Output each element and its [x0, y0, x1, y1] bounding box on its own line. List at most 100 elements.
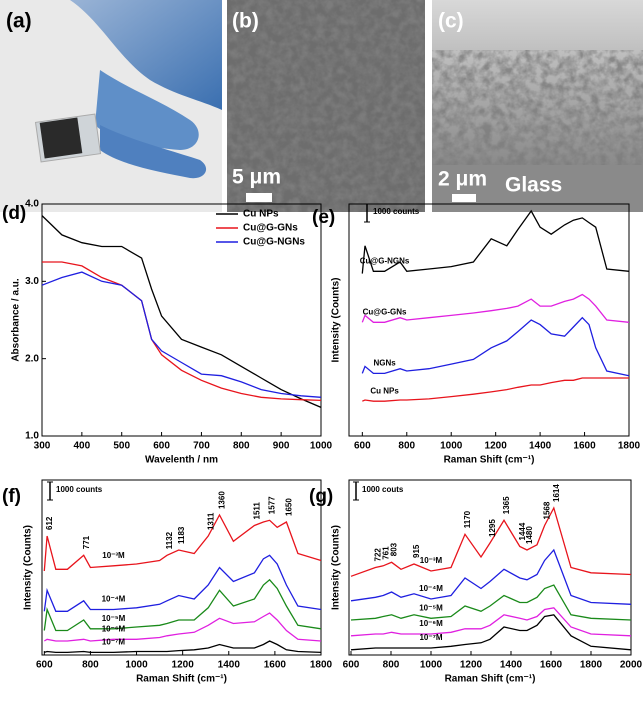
- series-line: [351, 508, 631, 576]
- panel-label: (d): [2, 203, 26, 224]
- x-tick-label: 1800: [580, 660, 603, 671]
- peak-label: 612: [45, 516, 54, 530]
- legend-label: Cu NPs: [243, 209, 279, 220]
- peak-label: 771: [82, 535, 91, 549]
- scale-bar-label: 2 μm: [438, 168, 487, 191]
- x-tick-label: 300: [34, 441, 51, 452]
- series-line: [42, 272, 321, 397]
- x-tick-label: 800: [82, 660, 99, 671]
- image-label: (a): [6, 10, 32, 33]
- x-tick-label: 900: [273, 441, 290, 452]
- series-line: [351, 608, 631, 636]
- x-tick-label: 1200: [172, 660, 195, 671]
- peak-label: 1183: [177, 526, 186, 544]
- peak-label: 1132: [165, 531, 174, 549]
- series-label: 10⁻³M: [102, 551, 125, 560]
- image-label: (c): [438, 10, 464, 33]
- x-tick-label: 700: [193, 441, 210, 452]
- x-tick-label: 1800: [618, 441, 641, 452]
- series-line: [362, 378, 629, 401]
- peak-label: 1170: [463, 510, 472, 528]
- x-tick-label: 2000: [620, 660, 643, 671]
- x-axis-label: Wavelenth / nm: [145, 455, 218, 466]
- x-tick-label: 1600: [264, 660, 287, 671]
- series-line: [44, 613, 321, 641]
- photo-a: (a): [0, 0, 222, 212]
- x-tick-label: 1200: [485, 441, 508, 452]
- series-label: 10⁻⁷M: [102, 637, 125, 646]
- panel-label: (f): [2, 486, 21, 507]
- series-label: 10⁻⁶M: [102, 624, 126, 633]
- x-tick-label: 1600: [573, 441, 596, 452]
- series-label: Cu NPs: [370, 386, 399, 395]
- x-tick-label: 1800: [310, 660, 333, 671]
- y-tick-label: 3.0: [25, 276, 39, 287]
- x-tick-label: 800: [383, 660, 400, 671]
- scale-label: 1000 counts: [56, 485, 103, 494]
- peak-label: 1511: [252, 502, 261, 520]
- x-tick-label: 1400: [529, 441, 552, 452]
- y-axis-label: Intensity (Counts): [23, 525, 34, 610]
- sem-c: (c) 2 μm Glass: [432, 0, 643, 212]
- series-label: 10⁻⁵M: [102, 614, 126, 623]
- peak-label: 1568: [543, 501, 552, 519]
- legend-label: Cu@G-NGNs: [243, 237, 305, 248]
- peak-label: 1295: [488, 519, 497, 537]
- x-axis-label: Raman Shift (cm⁻¹): [444, 455, 535, 466]
- x-tick-label: 800: [233, 441, 250, 452]
- series-label: 10⁻⁴M: [419, 584, 443, 593]
- scale-label: 1000 couts: [362, 485, 404, 494]
- series-label: Cu@G-NGNs: [360, 256, 410, 265]
- x-tick-label: 500: [113, 441, 130, 452]
- series-label: 10⁻³M: [420, 556, 443, 565]
- y-axis-label: Intensity (Counts): [331, 278, 342, 363]
- peak-label: 1365: [502, 496, 511, 514]
- peak-label: 1650: [285, 498, 294, 516]
- x-tick-label: 600: [343, 660, 360, 671]
- x-tick-label: 600: [354, 441, 371, 452]
- series-line: [351, 585, 631, 620]
- peak-label: 1360: [218, 491, 227, 509]
- caption: Glass: [505, 174, 562, 197]
- series-line: [351, 550, 631, 604]
- figure: (a) (b) 5 μm (c) 2 μm Glass (d) 300 400 500…: [0, 0, 643, 726]
- x-axis-label: Raman Shift (cm⁻¹): [445, 674, 536, 685]
- x-tick-label: 1200: [460, 660, 483, 671]
- scale-label: 1000 counts: [373, 207, 420, 216]
- series-label: 10⁻⁵M: [419, 603, 443, 612]
- x-tick-label: 400: [74, 441, 91, 452]
- x-tick-label: 1000: [125, 660, 148, 671]
- series-label: 10⁻⁷M: [419, 633, 442, 642]
- y-tick-label: 1.0: [25, 431, 39, 442]
- x-tick-label: 600: [153, 441, 170, 452]
- series-line: [44, 555, 321, 611]
- panel-label: (e): [312, 207, 335, 228]
- sem-b: (b) 5 μm: [227, 0, 425, 212]
- series-label: Cu@G-GNs: [363, 307, 407, 316]
- series-label: 10⁻⁴M: [102, 595, 126, 604]
- peak-label: 803: [390, 542, 399, 556]
- y-axis-label: Absorbance / a.u.: [11, 278, 22, 362]
- x-tick-label: 1400: [218, 660, 241, 671]
- x-tick-label: 1400: [500, 660, 523, 671]
- peak-label: 1480: [525, 526, 534, 544]
- x-tick-label: 1000: [440, 441, 463, 452]
- series-line: [362, 318, 629, 376]
- series-label: NGNs: [373, 358, 396, 367]
- x-tick-label: 1000: [420, 660, 443, 671]
- x-tick-label: 1600: [540, 660, 563, 671]
- peak-label: 1311: [206, 512, 215, 530]
- peak-label: 1577: [268, 496, 277, 514]
- series-line: [42, 262, 321, 400]
- y-axis-label: Intensity (Counts): [331, 525, 342, 610]
- series-label: 10⁻⁶M: [419, 619, 443, 628]
- legend-label: Cu@G-GNs: [243, 223, 298, 234]
- series-line: [44, 641, 321, 652]
- y-tick-label: 4.0: [25, 199, 39, 210]
- scale-bar-label: 5 μm: [232, 166, 281, 189]
- x-tick-label: 800: [398, 441, 415, 452]
- panel-label: (g): [309, 486, 333, 507]
- x-axis-label: Raman Shift (cm⁻¹): [136, 674, 227, 685]
- image-label: (b): [232, 10, 259, 33]
- peak-label: 1614: [552, 484, 561, 502]
